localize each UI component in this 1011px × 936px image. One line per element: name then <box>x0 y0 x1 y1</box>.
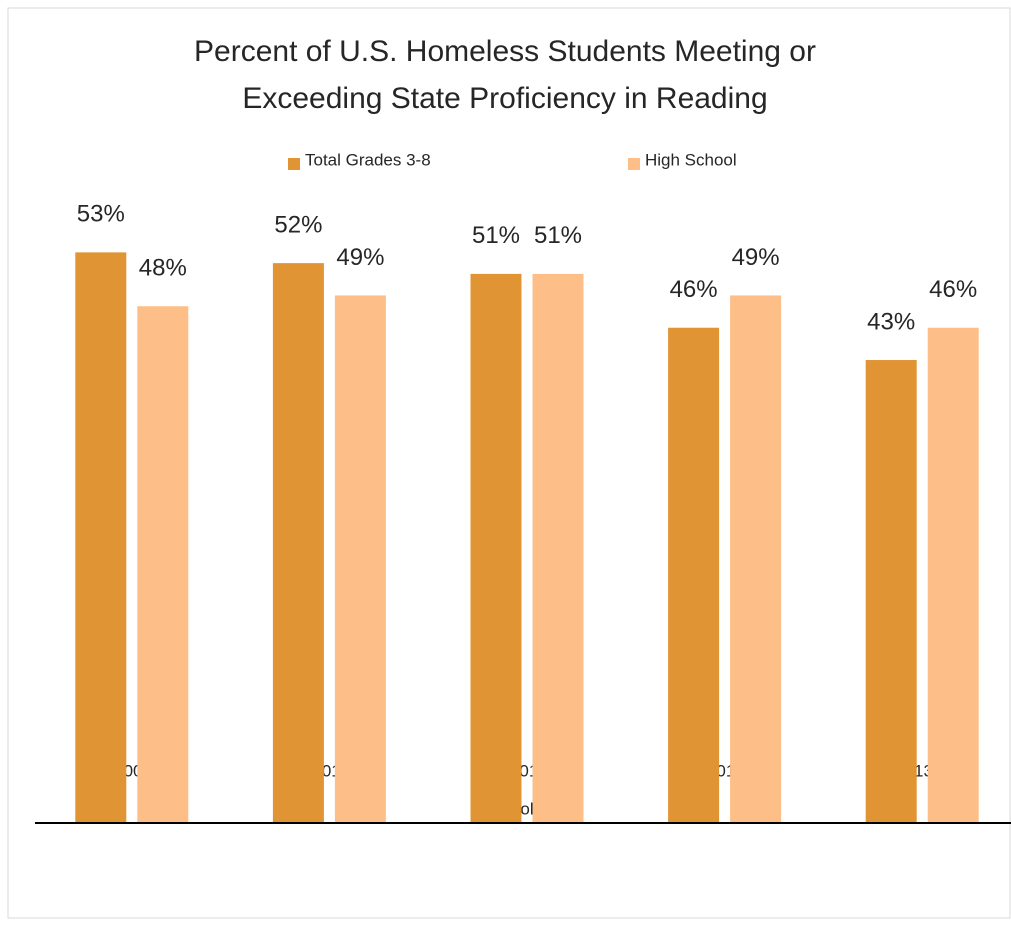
data-label: 53% <box>77 201 125 228</box>
data-label: 43% <box>867 308 915 335</box>
bar <box>865 360 917 823</box>
data-label: 49% <box>336 244 384 271</box>
bar <box>334 295 386 823</box>
data-label: 48% <box>139 255 187 282</box>
bar <box>668 327 720 823</box>
bar <box>75 252 127 823</box>
data-label: 49% <box>732 244 780 271</box>
bar <box>927 327 979 823</box>
bar <box>730 295 782 823</box>
bar <box>137 306 189 823</box>
bar <box>532 273 584 823</box>
legend-label: High School <box>645 150 737 169</box>
chart-title: Percent of U.S. Homeless Students Meetin… <box>194 35 816 115</box>
legend-swatch <box>628 158 640 170</box>
data-label: 46% <box>929 276 977 303</box>
bar <box>470 273 522 823</box>
data-label: 51% <box>534 222 582 249</box>
data-label: 46% <box>670 276 718 303</box>
bar <box>272 263 324 824</box>
legend-swatch <box>288 158 300 170</box>
legend-label: Total Grades 3-8 <box>305 150 431 169</box>
data-label: 51% <box>472 222 520 249</box>
data-label: 52% <box>274 211 322 238</box>
